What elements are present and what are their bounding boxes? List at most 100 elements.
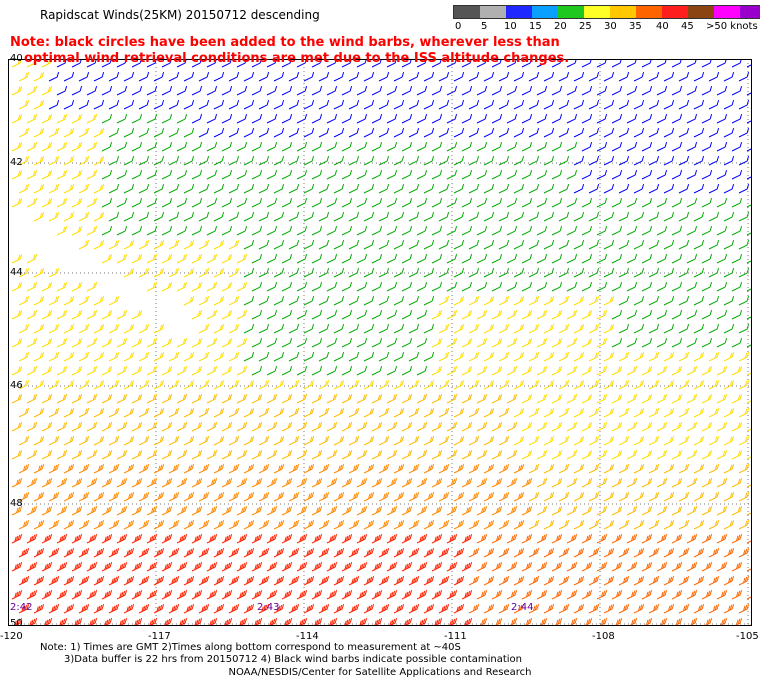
wind-barb [732,617,743,626]
wind-barb [716,309,728,320]
wind-barb [416,85,428,96]
wind-barb [333,155,345,166]
wind-barb [461,169,473,180]
wind-barb [348,491,360,502]
wind-barb [296,337,308,348]
wind-barb [438,295,450,306]
wind-barb [101,393,113,404]
wind-barb [536,449,548,460]
wind-barb [693,127,705,138]
wind-barb [348,295,360,306]
wind-barb [378,295,390,306]
wind-barb [596,533,608,544]
wind-barb [288,379,300,390]
wind-barb [312,617,323,626]
wind-barb [273,603,285,614]
wind-barb [41,85,53,96]
wind-barb [228,239,240,250]
lon-label-minus120: -120 [0,631,23,642]
wind-barb [161,169,173,180]
wind-barb [341,281,353,292]
wind-barb [153,99,165,110]
wind-barb [618,155,630,166]
wind-barb [71,421,83,432]
wind-barb [251,561,263,572]
wind-barb [498,155,510,166]
wind-barb [678,575,690,586]
wind-barb [723,99,735,110]
wind-barb [468,323,480,334]
wind-barb [528,267,540,278]
wind-barb [431,449,443,460]
wind-barb [123,603,135,614]
wind-barb [213,435,225,446]
wind-barb [633,239,645,250]
wind-barb [168,239,180,250]
wind-barb [461,309,473,320]
wind-barb [206,281,218,292]
wind-barb [206,253,218,264]
wind-barb [56,393,68,404]
wind-barb [618,407,630,418]
wind-barb [228,407,240,418]
wind-barb [371,113,383,124]
wind-barb [63,295,75,306]
wind-barb [423,99,435,110]
wind-barb [258,575,270,586]
wind-barb [303,267,315,278]
wind-barb [558,239,570,250]
wind-barb [206,561,218,572]
wind-barb [528,547,540,558]
wind-barb [78,211,90,222]
wind-barb [318,351,330,362]
wind-barb [453,603,465,614]
wind-barb [123,127,135,138]
wind-barb [86,85,98,96]
wind-barb [176,253,188,264]
wind-barb [86,59,97,68]
wind-barb [146,589,158,600]
wind-barb [491,421,503,432]
wind-barb [537,617,548,626]
wind-barb [498,463,510,474]
wind-barb [266,253,278,264]
wind-barb [431,477,443,488]
wind-barb [303,323,315,334]
wind-barb [626,169,638,180]
wind-barb [678,267,690,278]
wind-barb [78,127,90,138]
wind-barb [348,603,360,614]
wind-barb [453,519,465,530]
wind-barb [468,491,480,502]
wind-barb [333,211,345,222]
wind-barb [678,127,690,138]
wind-barb [273,519,285,530]
wind-barb [123,379,135,390]
wind-barb [168,211,180,222]
wind-barb [656,113,668,124]
wind-barb [318,519,330,530]
wind-barb [708,99,720,110]
wind-barb [513,267,525,278]
wind-barb [581,393,593,404]
wind-barb [438,463,450,474]
wind-barb [71,477,83,488]
wind-barb [701,113,713,124]
wind-barb [446,421,458,432]
wind-barb [558,519,570,530]
wind-barb [341,337,353,348]
wind-barb [296,309,308,320]
wind-barb [566,393,578,404]
wind-barb [206,169,218,180]
wind-barb [536,533,548,544]
wind-barb [116,393,128,404]
wind-barb [18,435,30,446]
wind-barb [221,589,233,600]
wind-barb [738,463,750,474]
wind-barb [236,337,248,348]
wind-barb [273,379,285,390]
wind-barb [491,85,503,96]
wind-barb [693,295,705,306]
wind-barb [588,547,600,558]
wind-barb [333,239,345,250]
